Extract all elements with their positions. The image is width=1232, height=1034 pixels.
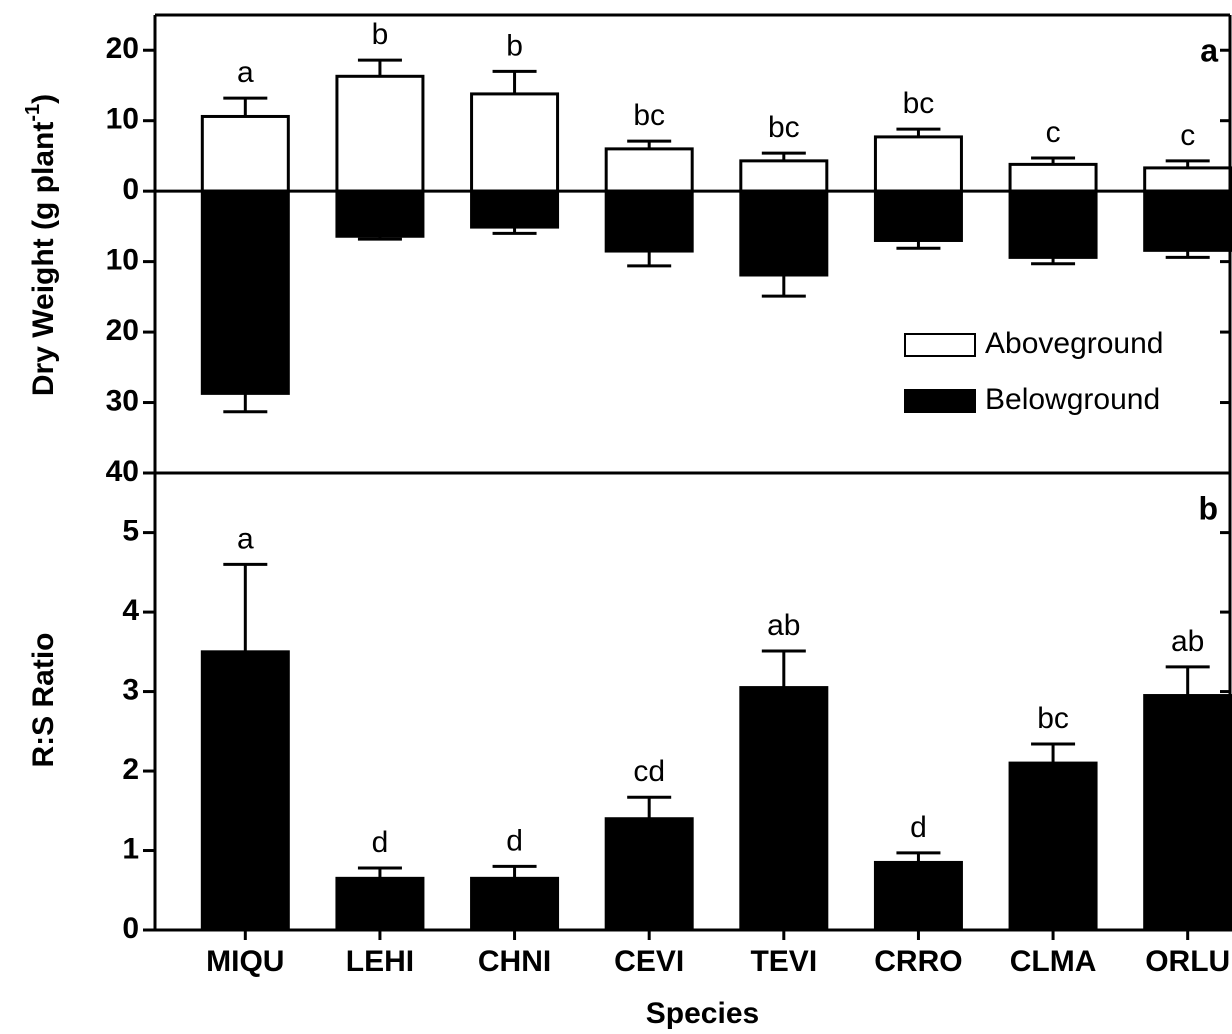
bar [200, 650, 290, 932]
y-tick-label: 20 [106, 32, 139, 65]
significance-letter: bc [633, 99, 665, 132]
bar [873, 189, 963, 242]
legend-label: Aboveground [985, 327, 1163, 360]
bar [739, 686, 829, 932]
y-tick-label: 0 [122, 173, 139, 206]
x-tick-label: ORLU [1145, 945, 1230, 978]
bar [200, 189, 290, 395]
y-axis-title-part: R:S Ratio [27, 633, 60, 768]
bar [604, 189, 694, 253]
y-tick-label: 10 [106, 244, 139, 277]
y-tick-label: 1 [122, 832, 139, 865]
significance-letter: b [506, 29, 523, 62]
bar [873, 860, 963, 932]
x-tick-label: CHNI [478, 945, 551, 978]
bar [1143, 166, 1232, 193]
legend-label: Belowground [985, 383, 1160, 416]
bar [604, 817, 694, 932]
bar [335, 876, 425, 932]
y-axis-title-part: -1 [22, 104, 44, 122]
significance-letter: bc [768, 111, 800, 144]
bar [1008, 761, 1098, 932]
bar [200, 114, 290, 193]
bar [739, 159, 829, 193]
x-tick-label: CEVI [614, 945, 684, 978]
y-axis-title-part: Dry Weight (g plant [27, 122, 60, 396]
y-tick-label: 30 [106, 384, 139, 417]
x-tick-label: TEVI [750, 945, 817, 978]
y-tick-label: 0 [122, 912, 139, 945]
y-axis-title: Dry Weight (g plant-1) [22, 94, 60, 396]
x-tick-label: CRRO [874, 945, 962, 978]
y-tick-label: 5 [122, 515, 139, 548]
bar [335, 189, 425, 238]
y-tick-label: 20 [106, 314, 139, 347]
significance-letter: c [1180, 119, 1195, 152]
significance-letter: d [910, 811, 927, 844]
significance-letter: d [372, 826, 389, 859]
significance-letter: a [237, 522, 254, 555]
significance-letter: ab [1171, 625, 1204, 658]
x-axis-title: Species [646, 997, 759, 1030]
y-axis-title-part: ) [27, 94, 60, 104]
bar [1143, 694, 1232, 932]
bar [1008, 162, 1098, 193]
significance-letter: a [237, 56, 254, 89]
y-tick-label: 10 [106, 103, 139, 136]
significance-letter: ab [767, 609, 800, 642]
bar [470, 876, 560, 932]
bar [1143, 189, 1232, 252]
x-tick-label: LEHI [346, 945, 414, 978]
x-tick-label: MIQU [206, 945, 284, 978]
bar [470, 92, 560, 193]
bar [604, 147, 694, 193]
y-tick-label: 2 [122, 753, 139, 786]
legend-swatch [904, 389, 976, 413]
bar [1008, 189, 1098, 259]
significance-letter: cd [633, 755, 665, 788]
x-tick-label: CLMA [1010, 945, 1097, 978]
y-tick-label: 40 [106, 455, 139, 488]
significance-letter: d [506, 824, 523, 857]
significance-letter: c [1046, 116, 1061, 149]
significance-letter: b [372, 18, 389, 51]
bar [335, 74, 425, 193]
significance-letter: bc [1037, 702, 1069, 735]
significance-letter: bc [903, 87, 935, 120]
y-axis-title: R:S Ratio [27, 633, 60, 768]
panel-label: b [1198, 490, 1218, 526]
panel-label: a [1200, 32, 1218, 68]
bar [873, 135, 963, 193]
y-tick-label: 4 [122, 594, 139, 627]
bar [739, 189, 829, 277]
legend-swatch [904, 333, 976, 357]
bar [470, 189, 560, 229]
y-tick-label: 3 [122, 673, 139, 706]
